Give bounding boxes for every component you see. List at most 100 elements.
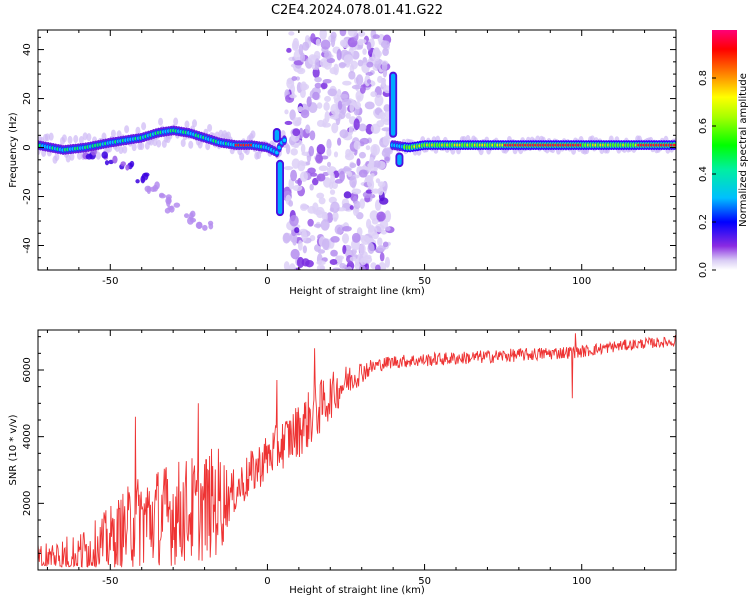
noise-blob [330, 201, 340, 213]
branch-blob [183, 213, 190, 219]
branch-blob [104, 160, 109, 166]
noise-blob [323, 101, 330, 112]
ridge-halo [86, 133, 92, 142]
snr-y-label: SNR (10 * v/v) [8, 414, 19, 485]
noise-blob [343, 191, 352, 199]
spectrogram-x-tick-label: 100 [572, 276, 591, 287]
ridge-core [277, 145, 282, 150]
colorbar-tick-label: 0.4 [698, 166, 709, 182]
noise-blob [373, 166, 378, 172]
noise-blob [349, 162, 357, 169]
branch-blob [120, 161, 126, 167]
ridge-halo [135, 126, 141, 135]
noise-blob [286, 47, 292, 53]
ridge-halo [156, 139, 162, 148]
branch-blob [152, 184, 159, 192]
colorbar-tick-label: 0.8 [698, 70, 709, 86]
ridge-halo [152, 138, 158, 147]
noise-blob [320, 82, 328, 90]
noise-blob [355, 212, 364, 220]
noise-blob [288, 178, 294, 190]
noise-blob [284, 120, 293, 125]
spectrogram-y-tick-label: -20 [22, 188, 33, 204]
noise-blob [370, 91, 377, 98]
noise-blob [300, 52, 306, 63]
branch-blob [189, 217, 197, 223]
noise-blob [329, 114, 339, 120]
noise-blob [377, 187, 384, 196]
noise-blob [348, 70, 356, 80]
noise-blob [330, 103, 340, 116]
colorbar-tick-label: 0.0 [698, 262, 709, 278]
ridge-halo [76, 151, 82, 160]
noise-blob [351, 232, 361, 243]
branch-blob [166, 199, 171, 207]
noise-blob [316, 102, 323, 109]
ridge-halo [122, 145, 128, 154]
noise-blob [324, 95, 331, 102]
noise-blob [343, 54, 354, 65]
branch-blob [195, 221, 203, 229]
colorbar: 0.0 0.2 0.4 0.6 0.8 Normalized spectral ampl… [698, 30, 749, 278]
noise-blob [297, 240, 303, 251]
noise-blob [318, 165, 329, 172]
noise-blob [300, 81, 308, 92]
ridge-halo [101, 132, 107, 141]
colorbar-tick-label: 0.2 [698, 214, 709, 230]
noise-blob [359, 198, 366, 209]
noise-blob [358, 123, 367, 132]
noise-blob [357, 31, 366, 37]
branch-blob [129, 160, 135, 168]
snr-marks [38, 333, 676, 568]
snr-y-tick-label: 4000 [22, 424, 33, 449]
branch-blob [112, 155, 118, 164]
noise-blob [385, 226, 391, 232]
noise-blob [339, 39, 347, 47]
noise-blob [283, 166, 294, 171]
noise-blob [301, 229, 308, 242]
branch-blob [202, 224, 208, 231]
noise-blob [349, 256, 357, 262]
noise-blob [370, 262, 377, 269]
noise-blob [382, 135, 390, 146]
spike-core [397, 154, 402, 166]
noise-blob [353, 140, 361, 151]
ridge-halo [82, 132, 88, 141]
noise-blob [347, 30, 358, 37]
noise-blob [366, 61, 374, 68]
noise-blob [370, 143, 381, 156]
colorbar-gradient [712, 30, 737, 270]
snr-y-tick-label: 6000 [22, 357, 33, 382]
branch-blob [207, 220, 214, 226]
noise-blob [340, 93, 349, 99]
ridge-halo [173, 117, 179, 126]
noise-blob [348, 125, 354, 136]
ridge-halo [250, 130, 256, 139]
branch-blob [146, 186, 152, 194]
spectrogram-x-tick-label: -50 [102, 276, 118, 287]
snr-axes: -50 0 50 100 2000 4000 6000 [22, 330, 677, 587]
noise-blob [326, 148, 332, 157]
noise-blob [307, 218, 314, 227]
ridge-halo [54, 152, 60, 161]
branch-blob [169, 205, 175, 213]
noise-blob [307, 167, 316, 174]
noise-blob [288, 263, 296, 270]
colorbar-label: Normalized spectral amplitude [738, 73, 749, 227]
noise-blob [344, 153, 355, 161]
ridge-halo [73, 135, 79, 144]
noise-blob [339, 170, 345, 182]
noise-blob [316, 260, 326, 266]
spectrogram-y-tick-label: 0 [22, 144, 33, 150]
noise-blob [318, 197, 326, 205]
colorbar-ticks: 0.0 0.2 0.4 0.6 0.8 [698, 70, 716, 278]
ridge-halo [124, 125, 130, 134]
noise-blob [316, 192, 325, 199]
noise-blob [341, 98, 352, 106]
noise-blob [336, 48, 342, 61]
noise-blob [324, 50, 332, 60]
noise-blob [375, 264, 381, 270]
noise-blob [313, 223, 322, 228]
snr-x-tick-label: 100 [572, 576, 591, 587]
branch-blob [85, 153, 93, 160]
